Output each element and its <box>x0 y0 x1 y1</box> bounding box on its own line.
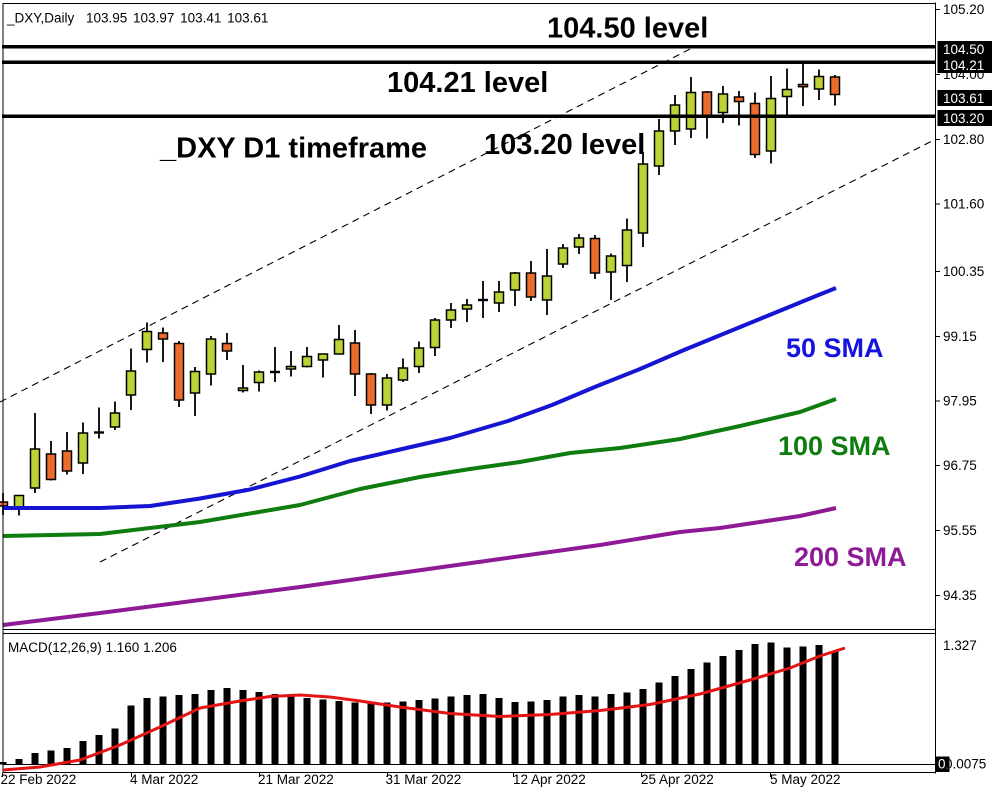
svg-text:50 SMA: 50 SMA <box>786 333 884 363</box>
svg-text:100 SMA: 100 SMA <box>778 431 891 461</box>
svg-text:103.20 level: 103.20 level <box>484 129 645 161</box>
svg-text:4 Mar 2022: 4 Mar 2022 <box>130 772 198 787</box>
svg-text:103.20: 103.20 <box>943 111 984 126</box>
svg-text:100.35: 100.35 <box>943 264 984 279</box>
svg-text:0.0075: 0.0075 <box>945 757 986 772</box>
svg-text:103.61: 103.61 <box>943 91 984 106</box>
svg-text:1.327: 1.327 <box>943 638 977 653</box>
svg-text:MACD(12,26,9) 1.160 1.206: MACD(12,26,9) 1.160 1.206 <box>8 640 177 655</box>
svg-text:102.80: 102.80 <box>943 132 984 147</box>
svg-text:104.21 level: 104.21 level <box>387 67 548 99</box>
svg-text:12 Apr 2022: 12 Apr 2022 <box>513 772 586 787</box>
svg-text:21 Mar 2022: 21 Mar 2022 <box>258 772 334 787</box>
svg-text:104.21: 104.21 <box>943 58 984 73</box>
svg-text:97.95: 97.95 <box>943 393 977 408</box>
svg-text:5 May 2022: 5 May 2022 <box>770 772 841 787</box>
svg-text:25 Apr 2022: 25 Apr 2022 <box>641 772 714 787</box>
svg-text:200 SMA: 200 SMA <box>794 542 907 572</box>
svg-text:104.50: 104.50 <box>943 42 984 57</box>
svg-text:_DXY,Daily: _DXY,Daily <box>6 11 75 26</box>
svg-text:105.20: 105.20 <box>943 2 984 17</box>
svg-text:104.50 level: 104.50 level <box>547 13 708 45</box>
svg-text:_DXY D1 timeframe: _DXY D1 timeframe <box>159 133 427 165</box>
svg-text:94.35: 94.35 <box>943 588 977 603</box>
svg-text:31 Mar 2022: 31 Mar 2022 <box>386 772 462 787</box>
svg-text:99.15: 99.15 <box>943 329 977 344</box>
svg-text:96.75: 96.75 <box>943 458 977 473</box>
svg-text:101.60: 101.60 <box>943 196 984 211</box>
svg-text:95.55: 95.55 <box>943 523 977 538</box>
svg-text:22 Feb 2022: 22 Feb 2022 <box>1 772 77 787</box>
svg-text:103.95 103.97 103.41 103.61: 103.95 103.97 103.41 103.61 <box>86 11 268 26</box>
svg-text:0.: 0. <box>938 757 949 772</box>
